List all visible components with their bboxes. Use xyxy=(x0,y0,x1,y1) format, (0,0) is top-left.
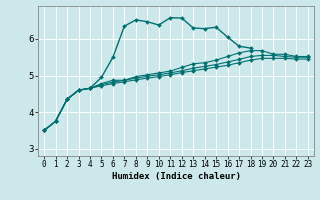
X-axis label: Humidex (Indice chaleur): Humidex (Indice chaleur) xyxy=(111,172,241,181)
